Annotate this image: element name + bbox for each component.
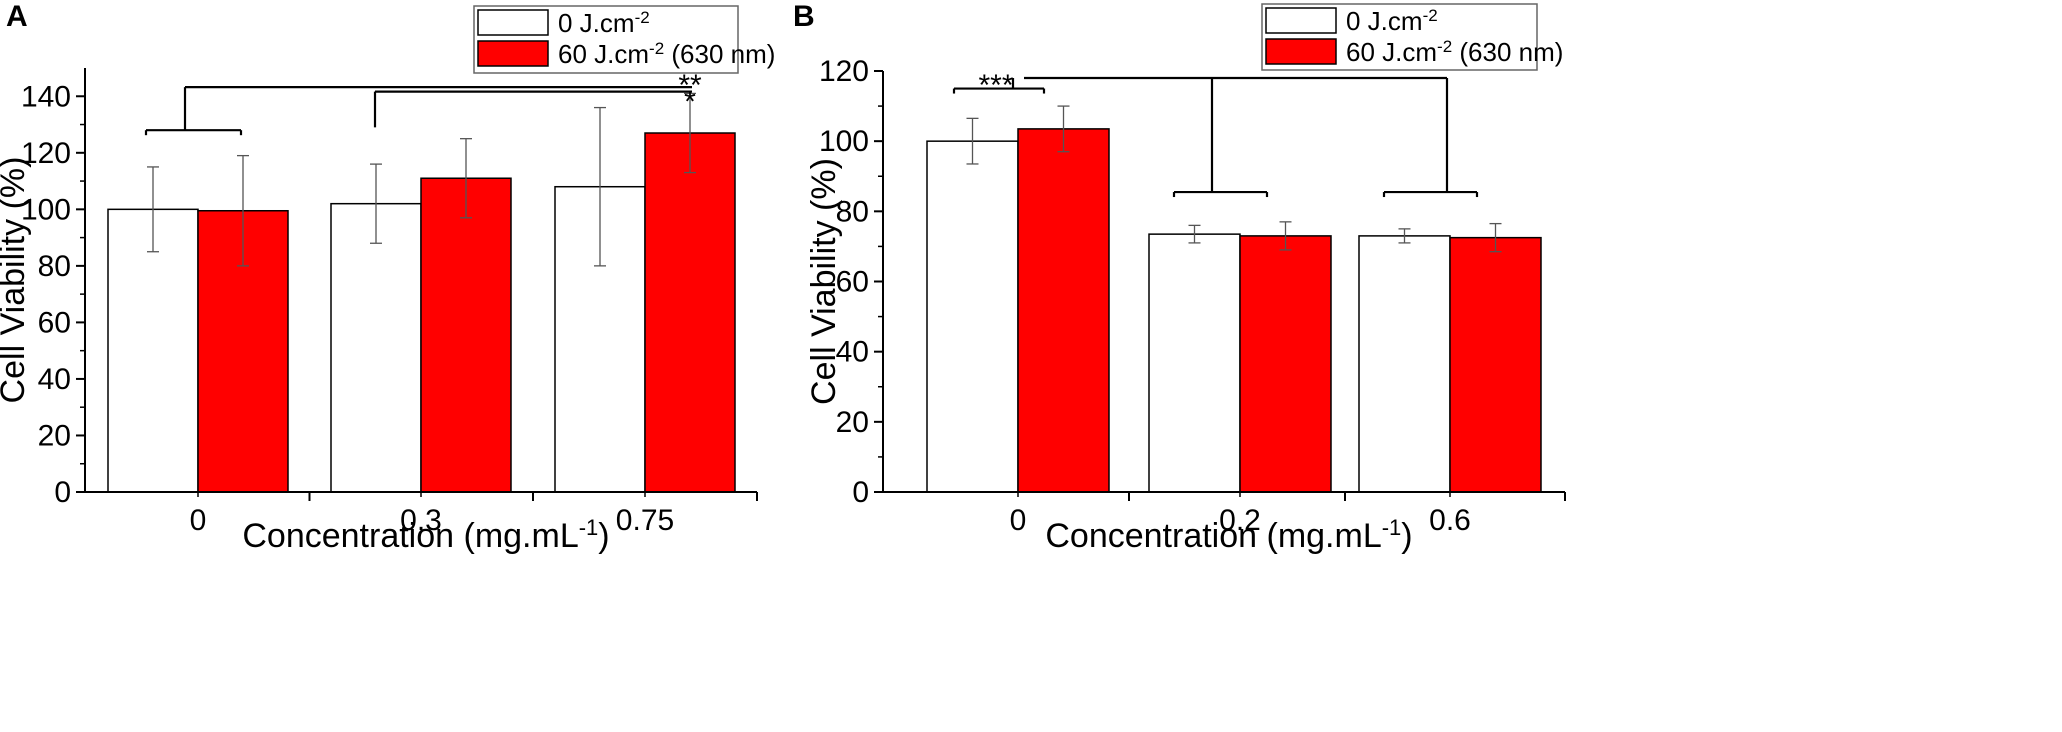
y-tick-label: 60 — [38, 306, 71, 339]
y-axis-title: Cell Viability (%) — [805, 158, 843, 405]
legend-label-sup: -2 — [1437, 37, 1452, 56]
legend-label-sup: -2 — [1423, 6, 1438, 25]
x-tick-label: 0 — [1010, 504, 1027, 537]
legend-label-tail: (630 nm) — [1452, 37, 1563, 67]
legend-label-sup: -2 — [649, 39, 664, 58]
legend-label-main: 60 J.cm — [1346, 37, 1437, 67]
legend-label-main: 0 J.cm — [1346, 6, 1423, 36]
y-tick-label: 80 — [38, 250, 71, 283]
x-axis-title-main: Concentration (mg.mL — [242, 517, 578, 555]
y-tick-label: 40 — [38, 363, 71, 396]
y-axis-title: Cell Viability (%) — [0, 157, 32, 404]
legend-label-tail: (630 nm) — [664, 39, 775, 69]
x-tick-label: 0.2 — [1219, 504, 1261, 537]
x-tick-label: 0 — [190, 504, 207, 537]
legend-swatch-treated — [477, 40, 549, 67]
y-tick-label: 100 — [21, 193, 71, 226]
panel-label: A — [6, 0, 28, 33]
panel-b: B 0 20 40 60 80 100 120 0 0.2 0.6 Concentration (mg… — [793, 0, 1566, 556]
bar-treated — [420, 177, 512, 493]
y-tick-label: 120 — [819, 55, 869, 88]
bar-control — [926, 140, 1019, 493]
bar-treated — [1017, 128, 1110, 493]
legend-label-sup: -2 — [635, 8, 650, 27]
error-bar — [237, 154, 249, 267]
error-bar — [1188, 224, 1201, 244]
x-axis-title-tail: ) — [1401, 517, 1412, 555]
panel-label: B — [793, 0, 815, 33]
sig-label: * — [684, 86, 696, 119]
x-axis-title-tail: ) — [598, 517, 609, 555]
legend-label-main: 0 J.cm — [558, 8, 635, 38]
x-tick-label: 0.6 — [1429, 504, 1471, 537]
x-axis-title: Concentration (mg.mL-1) — [1045, 515, 1412, 556]
legend-label-main: 60 J.cm — [558, 39, 649, 69]
error-bar — [966, 117, 979, 165]
legend-label: 60 J.cm-2 (630 nm) — [558, 39, 775, 70]
y-tick-label: 80 — [836, 195, 869, 228]
error-bar — [594, 106, 606, 267]
error-bar — [684, 92, 696, 174]
error-bar — [1057, 105, 1070, 153]
x-axis-title-main: Concentration (mg.mL — [1045, 517, 1381, 555]
error-bar — [1279, 221, 1292, 251]
bar-treated — [644, 132, 736, 493]
bar-control — [1358, 235, 1451, 493]
y-tick-label: 140 — [21, 80, 71, 113]
bar-control — [1148, 233, 1241, 493]
error-bar — [1489, 222, 1502, 253]
legend-label: 0 J.cm-2 — [1346, 6, 1438, 37]
y-tick-label: 0 — [852, 476, 869, 509]
y-tick-label: 60 — [836, 266, 869, 299]
legend-label: 60 J.cm-2 (630 nm) — [1346, 37, 1563, 68]
sig-label: ** — [678, 69, 702, 102]
legend-swatch-control — [1265, 7, 1337, 34]
y-tick-label: 20 — [38, 419, 71, 452]
significance-brackets — [144, 86, 692, 136]
bar-control — [330, 202, 422, 493]
error-bar — [370, 163, 382, 244]
y-tick-label: 20 — [836, 406, 869, 439]
error-bar — [147, 166, 159, 253]
y-tick-label: 100 — [819, 125, 869, 158]
y-tick-label: 120 — [21, 137, 71, 170]
bar-treated — [1239, 235, 1332, 493]
x-tick-label: 0.3 — [400, 504, 442, 537]
significance-brackets — [952, 76, 1479, 198]
x-axis-title: Concentration (mg.mL-1) — [242, 515, 609, 556]
x-tick-label: 0.75 — [616, 504, 674, 537]
x-axis-title-sup: -1 — [579, 515, 599, 540]
y-tick-label: 0 — [54, 476, 71, 509]
x-axis-title-sup: -1 — [1382, 515, 1402, 540]
y-tick-label: 40 — [836, 336, 869, 369]
legend-swatch-control — [477, 9, 549, 36]
error-bar — [460, 138, 472, 219]
bar-control — [107, 208, 199, 493]
bar-treated — [1449, 236, 1542, 493]
error-bar — [1398, 228, 1411, 244]
sig-label: *** — [978, 69, 1013, 102]
legend-label: 0 J.cm-2 — [558, 8, 650, 39]
legend-swatch-treated — [1265, 38, 1337, 65]
